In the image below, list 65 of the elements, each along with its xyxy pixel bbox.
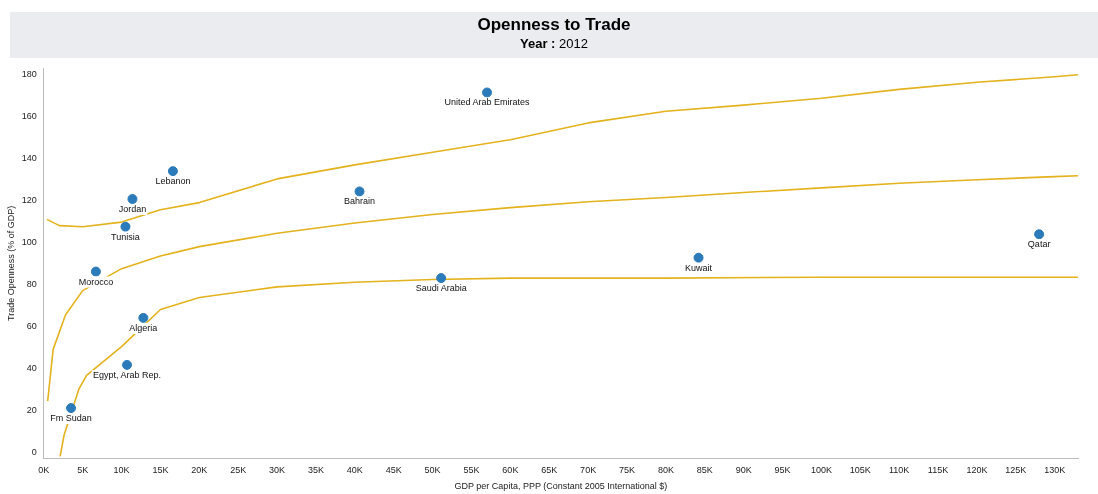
- y-axis-title: Trade Openness (% of GDP): [5, 205, 16, 322]
- annotation: Algeria: [129, 322, 158, 333]
- annotation: Morocco: [78, 276, 114, 287]
- x-tick-label: 65K: [541, 465, 558, 476]
- point: [127, 194, 138, 205]
- y-tick-label: 180: [21, 69, 37, 80]
- point: [354, 186, 365, 197]
- x-tick-label: 130K: [1044, 465, 1066, 476]
- x-tick-label: 55K: [463, 465, 480, 476]
- x-tick-label: 40K: [346, 465, 363, 476]
- y-tick-label: 0: [31, 446, 37, 457]
- annotation: Jordan: [118, 204, 147, 215]
- x-tick-label: 95K: [774, 465, 791, 476]
- y-tick-label: 100: [21, 236, 37, 247]
- annotation: Tunisia: [111, 231, 140, 242]
- x-tick-label: 100K: [810, 465, 832, 476]
- x-tick-label: 0K: [38, 465, 50, 476]
- annotation: Egypt, Arab Rep.: [92, 369, 162, 380]
- y-tick-label: 80: [26, 278, 37, 289]
- x-tick-label: 5K: [77, 465, 89, 476]
- y-tick-label: 140: [21, 153, 37, 164]
- x-tick-label: 45K: [385, 465, 402, 476]
- annotation: Qatar: [1027, 239, 1051, 250]
- chart-subtitle: Year : 2012: [520, 36, 588, 51]
- point: [90, 266, 101, 277]
- x-tick-label: 25K: [230, 465, 247, 476]
- annotation: Saudi Arabia: [415, 283, 467, 294]
- point: [1034, 229, 1045, 240]
- point: [138, 312, 149, 323]
- point: [120, 221, 131, 232]
- annotation: Kuwait: [685, 262, 713, 273]
- x-tick-label: 20K: [191, 465, 208, 476]
- y-tick-label: 60: [26, 320, 37, 331]
- annotation: Lebanon: [155, 176, 191, 187]
- y-tick-label: 40: [26, 362, 37, 373]
- x-tick-label: 85K: [696, 465, 713, 476]
- x-tick-label: 30K: [269, 465, 286, 476]
- x-tick-label: 90K: [735, 465, 752, 476]
- x-tick-label: 120K: [966, 465, 988, 476]
- y-tick-label: 160: [21, 111, 37, 122]
- x-tick-label: 80K: [657, 465, 674, 476]
- x-tick-label: 70K: [580, 465, 597, 476]
- x-axis-title: GDP per Capita, PPP (Constant 2005 International $): [454, 481, 668, 492]
- y-tick-label: 20: [26, 404, 37, 415]
- x-tick-label: 10K: [113, 465, 130, 476]
- point: [436, 273, 447, 284]
- chart-title: Openness to Trade: [476, 15, 632, 35]
- point: [66, 403, 77, 414]
- point: [693, 252, 704, 263]
- x-tick-label: 125K: [1005, 465, 1027, 476]
- x-tick-label: 75K: [618, 465, 636, 476]
- x-tick-label: 115K: [927, 465, 949, 476]
- point: [167, 166, 178, 177]
- y-tick-label: 120: [21, 194, 37, 205]
- x-tick-label: 15K: [152, 465, 169, 476]
- x-tick-label: 35K: [307, 465, 324, 476]
- annotation: United Arab Emirates: [444, 97, 531, 108]
- annotation: Fm Sudan: [50, 413, 92, 424]
- x-tick-label: 50K: [424, 465, 441, 476]
- x-tick-label: 105K: [849, 465, 871, 476]
- x-tick-label: 110K: [888, 465, 910, 476]
- x-tick-label: 60K: [502, 465, 519, 476]
- point: [482, 87, 493, 98]
- annotation: Bahrain: [344, 196, 376, 207]
- point: [122, 359, 133, 370]
